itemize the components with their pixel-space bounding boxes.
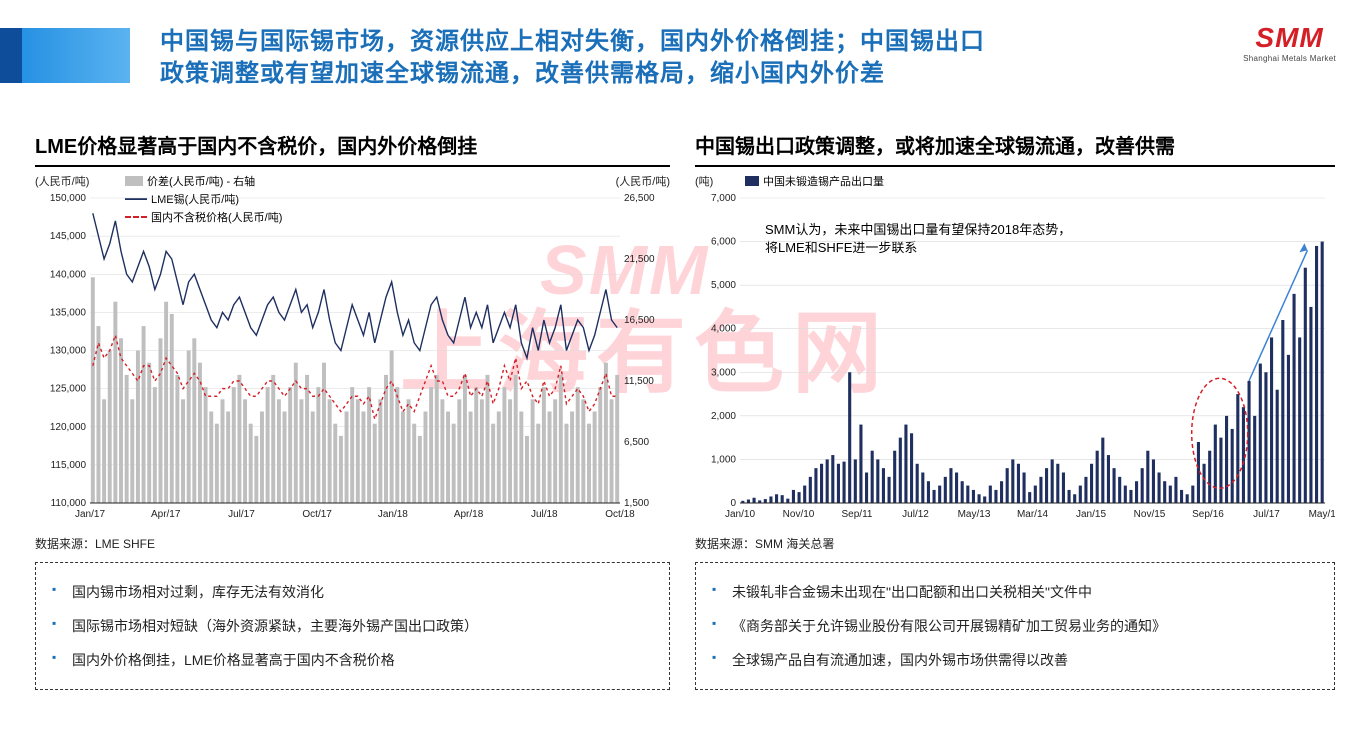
svg-text:2,000: 2,000 (711, 411, 736, 422)
left-panel: LME价格显著高于国内不含税价，国内外价格倒挂 (人民币/吨) (人民币/吨) … (35, 130, 670, 690)
svg-text:Jan/18: Jan/18 (378, 509, 408, 520)
svg-text:Oct/17: Oct/17 (302, 509, 332, 520)
logo-subtitle: Shanghai Metals Market (1243, 54, 1336, 63)
left-notes-box: 国内锡市场相对过剩，库存无法有效消化 国际锡市场相对短缺（海外资源紧缺，主要海外… (35, 562, 670, 690)
svg-text:Nov/15: Nov/15 (1134, 509, 1166, 520)
svg-text:7,000: 7,000 (711, 193, 736, 204)
title-line2: 政策调整或有望加速全球锡流通，改善供需格局，缩小国内外价差 (160, 58, 985, 90)
svg-text:135,000: 135,000 (50, 307, 87, 318)
svg-text:21,500: 21,500 (624, 254, 655, 265)
svg-text:Jan/17: Jan/17 (75, 509, 105, 520)
svg-text:Sep/16: Sep/16 (1192, 509, 1224, 520)
svg-text:6,000: 6,000 (711, 237, 736, 248)
svg-text:Apr/18: Apr/18 (454, 509, 484, 520)
logo-text: SMM (1243, 22, 1336, 54)
svg-text:115,000: 115,000 (51, 460, 87, 471)
svg-text:Oct/18: Oct/18 (605, 509, 635, 520)
svg-text:1,500: 1,500 (624, 498, 649, 509)
right-panel: 中国锡出口政策调整，或将加速全球锡流通，改善供需 (吨) 中国未锻造锡产品出口量… (695, 130, 1335, 690)
svg-text:Jul/17: Jul/17 (228, 509, 255, 520)
svg-text:Mar/14: Mar/14 (1017, 509, 1049, 520)
right-bullet-2: 《商务部关于允许锡业股份有限公司开展锡精矿加工贸易业务的通知》 (712, 609, 1318, 643)
left-bullet-1: 国内锡市场相对过剩，库存无法有效消化 (52, 575, 653, 609)
svg-text:Jul/12: Jul/12 (902, 509, 929, 520)
svg-text:Jul/18: Jul/18 (531, 509, 558, 520)
svg-text:3,000: 3,000 (711, 367, 736, 378)
svg-text:145,000: 145,000 (50, 231, 87, 242)
right-chart-svg: 0 1,000 2,000 3,000 4,000 5,000 6,000 7,000 Jan/… (695, 173, 1335, 533)
svg-text:May/13: May/13 (958, 509, 991, 520)
page-title: 中国锡与国际锡市场，资源供应上相对失衡，国内外价格倒挂；中国锡出口 政策调整或有… (160, 26, 985, 91)
left-chart-svg: 110,000 115,000 120,000 125,000 130,000 135,0… (35, 173, 670, 533)
right-chart: (吨) 中国未锻造锡产品出口量 SMM认为，未来中国锡出口量有望保持2018年态… (695, 173, 1335, 533)
svg-text:Jan/10: Jan/10 (725, 509, 755, 520)
smm-logo: SMM Shanghai Metals Market (1243, 22, 1336, 63)
svg-text:130,000: 130,000 (50, 346, 87, 357)
title-line1: 中国锡与国际锡市场，资源供应上相对失衡，国内外价格倒挂；中国锡出口 (160, 26, 985, 58)
left-panel-title: LME价格显著高于国内不含税价，国内外价格倒挂 (35, 130, 670, 167)
svg-text:150,000: 150,000 (50, 193, 87, 204)
svg-text:Jul/17: Jul/17 (1253, 509, 1280, 520)
svg-text:110,000: 110,000 (51, 498, 87, 509)
left-bullet-2: 国际锡市场相对短缺（海外资源紧缺，主要海外锡产国出口政策） (52, 609, 653, 643)
svg-text:5,000: 5,000 (711, 280, 736, 291)
svg-text:Apr/17: Apr/17 (151, 509, 181, 520)
svg-text:16,500: 16,500 (624, 315, 655, 326)
right-panel-title: 中国锡出口政策调整，或将加速全球锡流通，改善供需 (695, 130, 1335, 167)
svg-text:May/18: May/18 (1309, 509, 1335, 520)
svg-text:0: 0 (730, 498, 736, 509)
svg-text:125,000: 125,000 (50, 384, 87, 395)
left-chart: (人民币/吨) (人民币/吨) 价差(人民币/吨) - 右轴 LME锡(人民币/… (35, 173, 670, 533)
svg-text:6,500: 6,500 (624, 437, 649, 448)
svg-text:4,000: 4,000 (711, 324, 736, 335)
left-source: 数据来源：LME SHFE (35, 535, 670, 552)
svg-text:26,500: 26,500 (624, 193, 655, 204)
right-bullet-1: 未锻轧非合金锡未出现在"出口配额和出口关税相关"文件中 (712, 575, 1318, 609)
svg-text:Jan/15: Jan/15 (1076, 509, 1106, 520)
svg-text:140,000: 140,000 (50, 269, 87, 280)
right-source: 数据来源：SMM 海关总署 (695, 535, 1335, 552)
right-notes-box: 未锻轧非合金锡未出现在"出口配额和出口关税相关"文件中 《商务部关于允许锡业股份… (695, 562, 1335, 690)
svg-text:Nov/10: Nov/10 (783, 509, 815, 520)
svg-text:11,500: 11,500 (624, 376, 654, 387)
header-accent-bar-dark (0, 28, 22, 83)
svg-text:120,000: 120,000 (50, 422, 87, 433)
right-bullet-3: 全球锡产品自有流通加速，国内外锡市场供需得以改善 (712, 643, 1318, 677)
svg-text:Sep/11: Sep/11 (842, 509, 873, 520)
svg-text:1,000: 1,000 (711, 454, 736, 465)
left-bullet-3: 国内外价格倒挂，LME价格显著高于国内不含税价格 (52, 643, 653, 677)
